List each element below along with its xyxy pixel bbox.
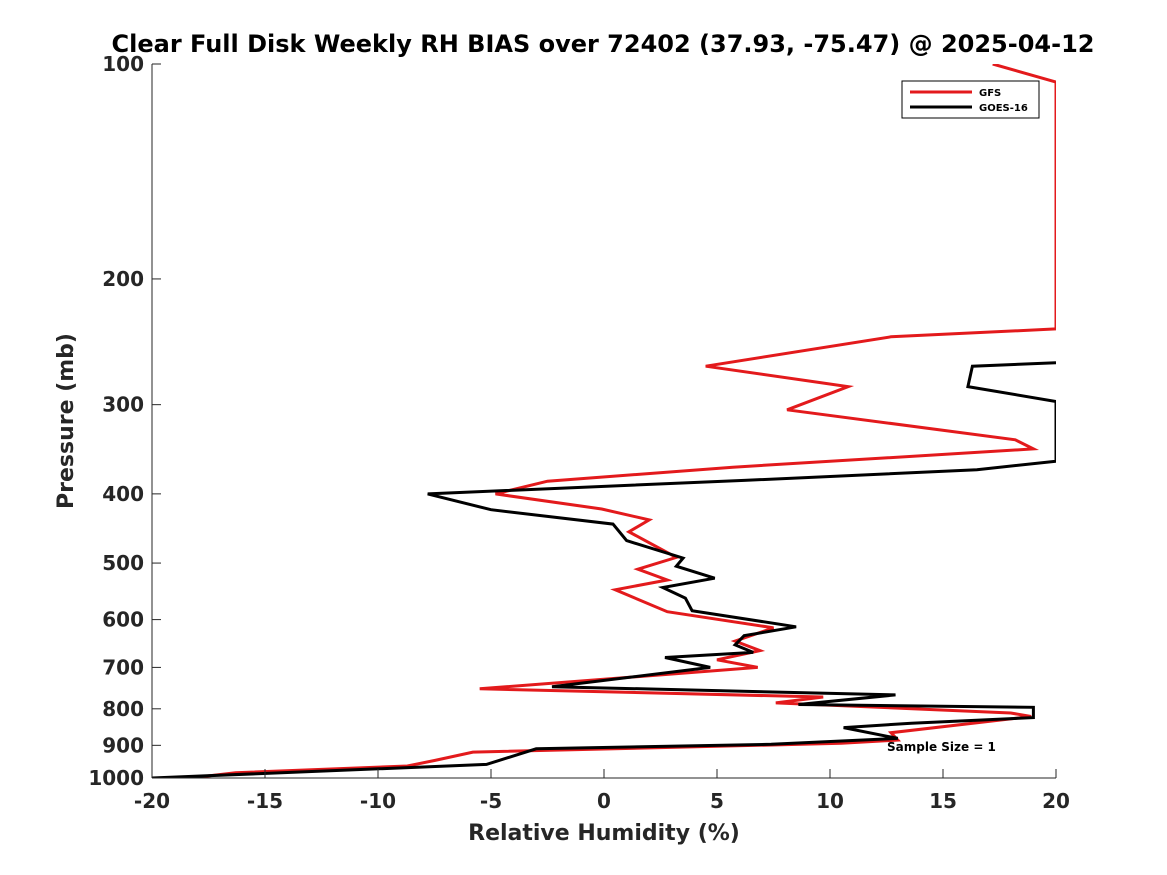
x-tick-label: -5 <box>480 789 502 813</box>
x-tick-label: -20 <box>134 789 170 813</box>
axes: -20 -15 -10 -5 0 5 10 15 20 100 200 300 400 500 600 700… <box>88 52 1070 813</box>
y-axis-label: Pressure (mb) <box>54 333 79 509</box>
y-tick-label: 900 <box>102 733 144 757</box>
x-tick-label: 15 <box>929 789 957 813</box>
y-tick-label: 800 <box>102 697 144 721</box>
series-line-goes-16 <box>152 361 1056 778</box>
y-tick-label: 1000 <box>88 766 144 790</box>
y-tick-label: 100 <box>102 52 144 76</box>
legend-label-goes16: GOES-16 <box>979 103 1028 114</box>
y-tick-label: 200 <box>102 267 144 291</box>
legend-label-gfs: GFS <box>979 88 1001 99</box>
plot-area <box>152 64 1056 778</box>
chart-title: Clear Full Disk Weekly RH BIAS over 7240… <box>112 30 1095 58</box>
x-tick-label: 20 <box>1042 789 1070 813</box>
y-tick-label: 500 <box>102 551 144 575</box>
x-axis-label: Relative Humidity (%) <box>468 821 740 846</box>
x-tick-label: 10 <box>816 789 844 813</box>
x-tick-label: 5 <box>710 789 724 813</box>
y-tick-label: 600 <box>102 608 144 632</box>
sample-size-annotation: Sample Size = 1 <box>887 740 996 754</box>
legend-box <box>901 80 1040 119</box>
y-tick-label: 300 <box>102 393 144 417</box>
y-tick-label: 400 <box>102 482 144 506</box>
legend: GFS GOES-16 <box>901 80 1040 119</box>
x-tick-label: -15 <box>247 789 283 813</box>
y-tick-label: 700 <box>102 655 144 679</box>
x-tick-label: -10 <box>360 789 396 813</box>
x-tick-label: 0 <box>597 789 611 813</box>
